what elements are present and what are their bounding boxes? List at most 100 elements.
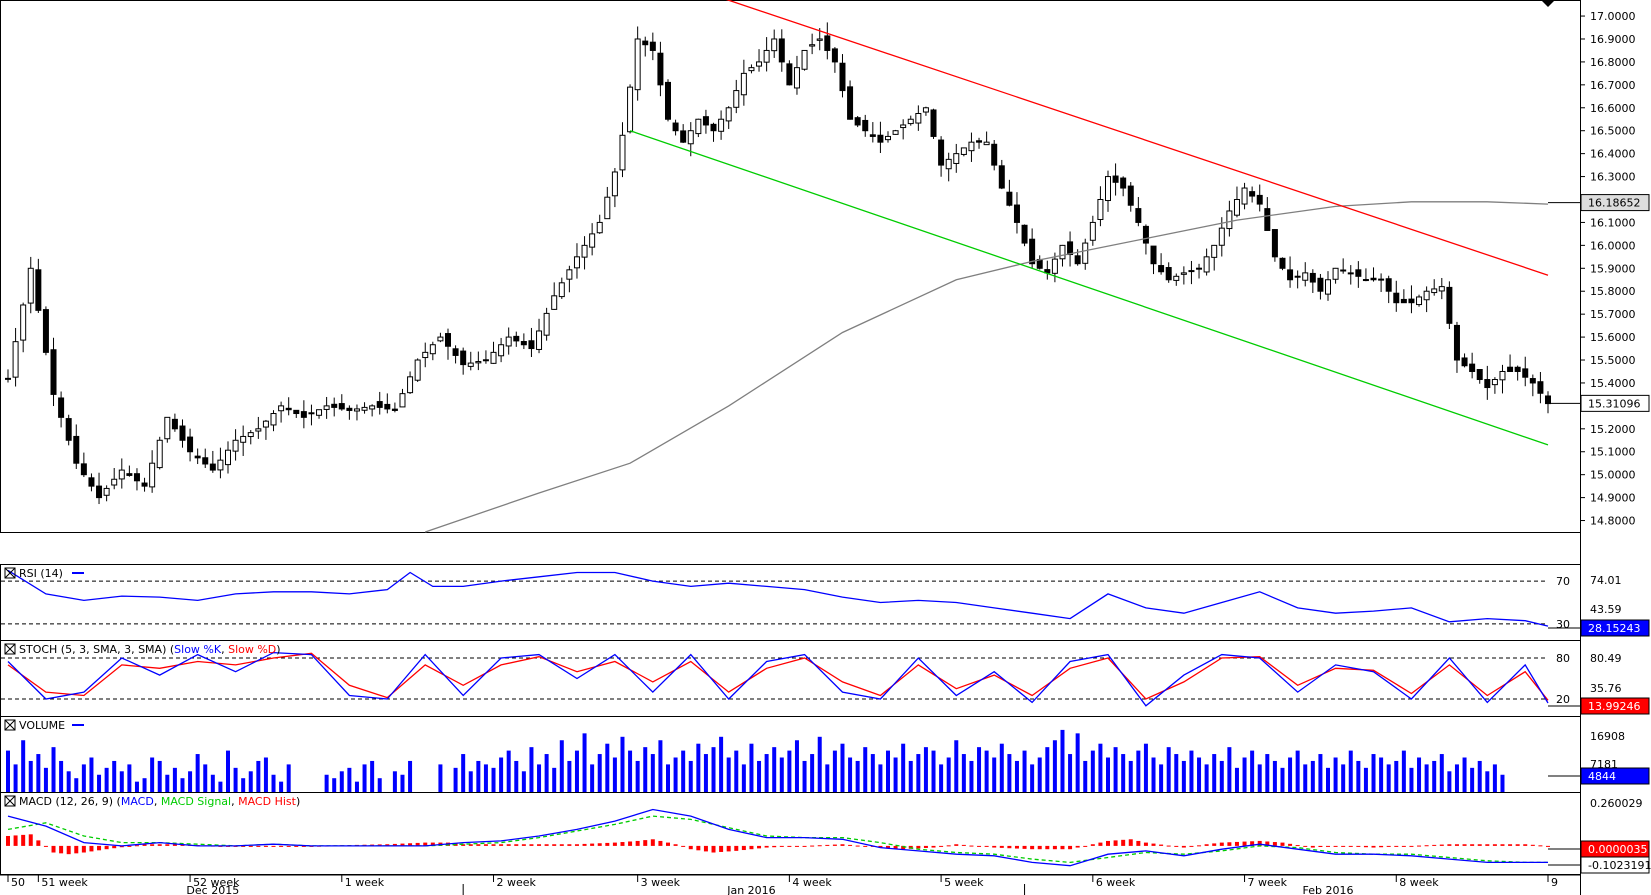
week-label: 50 <box>11 876 25 889</box>
volume-bar <box>612 757 617 792</box>
candle-body <box>1408 298 1415 304</box>
scroll-marker-icon[interactable] <box>1541 0 1555 7</box>
candle-body <box>460 350 467 366</box>
macd-hist-bar <box>1227 842 1232 846</box>
macd-hist-bar <box>620 842 625 846</box>
macd-hist-bar <box>1037 845 1042 850</box>
volume-bar <box>559 740 564 792</box>
candle-body <box>96 485 103 499</box>
volume-bar <box>999 743 1004 792</box>
macd-hist-bar <box>1106 840 1110 846</box>
macd-hist-bar <box>1356 845 1361 847</box>
price-tick-label: 16.8000 <box>1590 56 1636 69</box>
macd-hist-bar <box>582 843 587 846</box>
candle-body <box>1127 185 1134 206</box>
macd-hist-bar <box>1045 845 1050 850</box>
candle-body <box>293 409 300 415</box>
macd-hist-bar <box>514 844 519 846</box>
volume-bar <box>332 778 337 792</box>
macd-hist-bar <box>764 845 769 848</box>
volume-bar <box>408 760 413 792</box>
volume-bar <box>597 754 602 792</box>
volume-bar <box>764 754 769 792</box>
macd-hist-bar <box>1318 845 1323 847</box>
volume-bar <box>468 771 473 792</box>
macd-hist-bar <box>301 845 306 847</box>
macd-hist-bar <box>810 845 815 847</box>
volume-bar <box>703 754 708 792</box>
candle-body <box>1097 199 1104 220</box>
candle-body <box>824 35 831 51</box>
volume-bar <box>36 754 41 792</box>
volume-bar <box>1121 754 1126 792</box>
candle-body <box>1067 241 1074 256</box>
volume-bar <box>28 760 33 792</box>
volume-bar <box>1151 757 1156 792</box>
volume-bar <box>1348 750 1353 792</box>
stoch-layer: 80 20 80.49 35.76 13.99246 <box>1 651 1650 715</box>
volume-bar <box>66 771 71 792</box>
candle-body <box>1256 194 1263 205</box>
candle-body <box>536 330 543 350</box>
volume-label: VOLUME <box>19 719 65 732</box>
candle-body <box>695 118 702 135</box>
volume-bar <box>1197 757 1202 792</box>
macd-hist-bar <box>597 843 602 846</box>
volume-bar <box>1219 760 1224 792</box>
volume-bar <box>6 750 10 792</box>
candle-body <box>1400 298 1407 304</box>
candle-body <box>255 428 262 432</box>
volume-bar <box>476 760 481 792</box>
macd-hist-bar <box>1128 839 1133 846</box>
volume-bar <box>1166 747 1171 792</box>
macd-hist-bar <box>165 844 170 846</box>
price-tick-label: 15.0000 <box>1590 469 1636 482</box>
macd-hist-bar <box>825 844 830 846</box>
candle-body <box>976 140 983 143</box>
candle-body <box>1423 290 1430 301</box>
macd-hist-bar <box>294 845 299 847</box>
candle-body <box>240 435 247 443</box>
volume-bar <box>1007 754 1012 792</box>
rsi-label: RSI (14) <box>19 567 63 580</box>
candle-body <box>938 139 945 166</box>
macd-hist-bar <box>794 845 799 847</box>
volume-bar <box>392 771 397 792</box>
macd-hist-bar <box>21 834 26 846</box>
candle-body <box>376 401 383 408</box>
candle-body <box>1461 357 1468 367</box>
macd-hist-bar <box>1417 845 1422 847</box>
volume-bar <box>1250 750 1255 792</box>
macd-hist-bar <box>1371 845 1376 848</box>
candle-body <box>718 118 725 132</box>
macd-hist-bar <box>468 844 473 846</box>
volume-title: VOLUME <box>4 719 84 732</box>
macd-hist-bar <box>612 842 617 846</box>
volume-bar <box>832 750 837 792</box>
volume-bar <box>1113 747 1118 792</box>
candle-body <box>149 462 156 488</box>
macd-hist-bar <box>1523 844 1528 846</box>
candle-body <box>854 117 861 126</box>
macd-hist-bar <box>1303 845 1308 847</box>
volume-bar <box>1204 764 1209 792</box>
candle-body <box>1431 288 1438 294</box>
candle-body <box>763 49 770 63</box>
macd-hist-bar <box>392 843 397 846</box>
macd-hist-bar <box>241 845 246 847</box>
candle-body <box>801 49 808 70</box>
macd-hist-bar <box>749 845 754 850</box>
sma-value-badge-box <box>1580 194 1650 212</box>
stoch-k-line <box>7 651 1549 707</box>
candle-body <box>960 147 967 155</box>
volume-bar <box>499 757 504 792</box>
macd-hist-bar <box>1326 845 1330 847</box>
volume-bar <box>256 760 261 792</box>
sma-line <box>424 201 1549 533</box>
candle-body <box>945 158 952 170</box>
macd-hist-bar <box>1401 845 1406 847</box>
rsi-line <box>7 569 1549 627</box>
macd-line <box>7 808 1548 867</box>
price-tick-label: 16.9000 <box>1590 33 1636 46</box>
candle-body <box>915 113 922 124</box>
